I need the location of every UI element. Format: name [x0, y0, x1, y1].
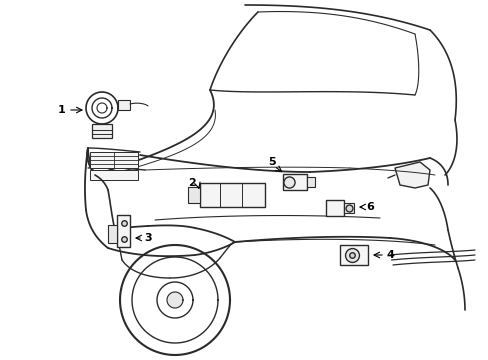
Polygon shape [200, 183, 264, 207]
Polygon shape [167, 292, 183, 308]
Polygon shape [187, 187, 200, 203]
Polygon shape [306, 177, 314, 187]
Polygon shape [339, 245, 367, 265]
Polygon shape [90, 170, 138, 180]
Text: 5: 5 [267, 157, 275, 167]
Polygon shape [108, 225, 117, 243]
Polygon shape [92, 124, 112, 138]
Polygon shape [117, 215, 130, 247]
Text: 1: 1 [58, 105, 66, 115]
Text: 6: 6 [366, 202, 373, 212]
Text: 3: 3 [144, 233, 151, 243]
Polygon shape [90, 152, 138, 168]
Polygon shape [118, 100, 130, 110]
Polygon shape [283, 174, 306, 190]
Polygon shape [394, 162, 429, 188]
Polygon shape [343, 203, 353, 213]
Polygon shape [325, 200, 343, 216]
Text: 2: 2 [188, 178, 196, 188]
Text: 4: 4 [385, 250, 393, 260]
